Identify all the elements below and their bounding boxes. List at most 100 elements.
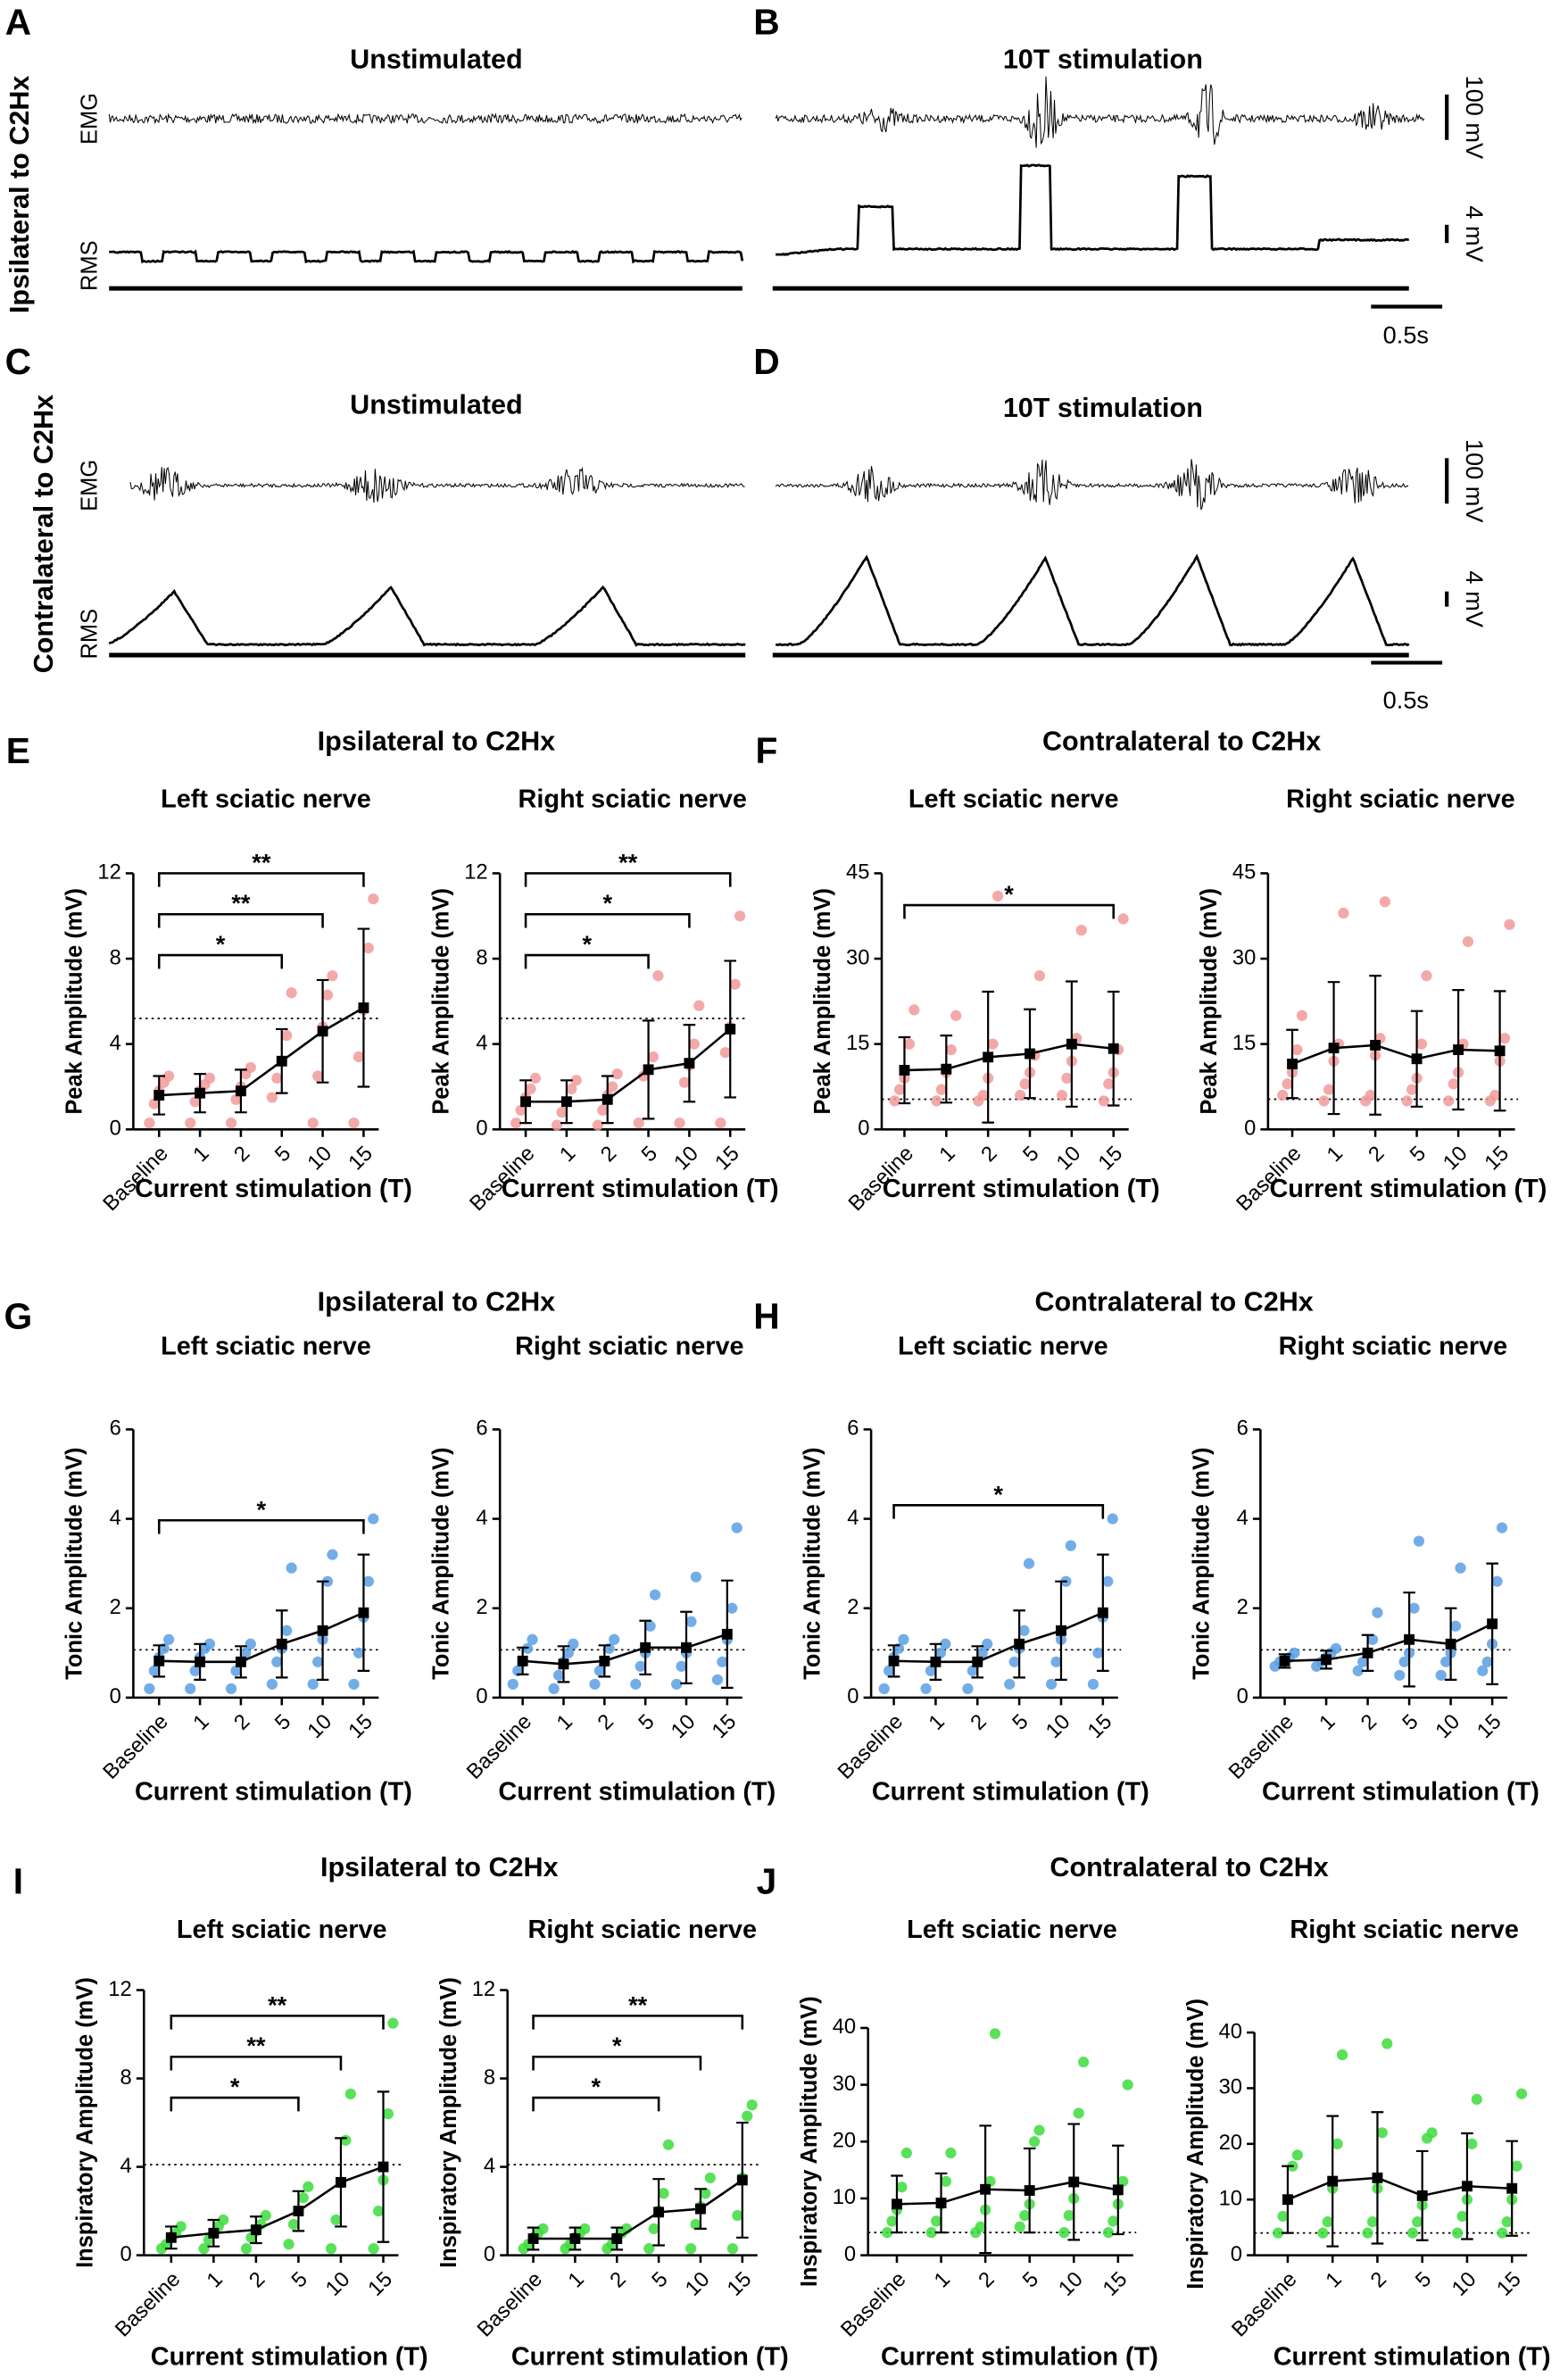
- y-tick-label: 6: [847, 1417, 859, 1441]
- data-point: [950, 1010, 962, 1021]
- data-point: [1065, 1540, 1076, 1551]
- significance-bracket: [524, 872, 732, 887]
- data-point: [589, 1678, 601, 1690]
- y-axis-label: Inspiratory Amplitude (mV): [72, 1977, 97, 2268]
- data-point: [1122, 2079, 1133, 2090]
- significance-label: **: [268, 1991, 287, 2018]
- data-point: [717, 1656, 728, 1667]
- data-point: [1322, 2216, 1333, 2228]
- y-tick-label: 4: [110, 1031, 121, 1055]
- data-point: [1412, 2216, 1423, 2228]
- x-axis-label: Current stimulation (T): [883, 1175, 1160, 1203]
- data-point: [931, 1095, 942, 1107]
- mean-marker: [153, 1090, 165, 1101]
- mean-line: [893, 1611, 1104, 1664]
- significance-label: *: [993, 1480, 1003, 1508]
- data-point: [1008, 1656, 1020, 1667]
- mean-line: [526, 1027, 732, 1103]
- data-point: [325, 2243, 337, 2255]
- panel-letter: F: [756, 730, 778, 771]
- data-point: [945, 1043, 957, 1056]
- data-point: [1296, 1010, 1308, 1021]
- mean-marker: [235, 1656, 246, 1667]
- significance-label: *: [592, 2073, 601, 2100]
- chart-subtitle: Left sciatic nerve: [908, 785, 1119, 814]
- data-point: [225, 1683, 237, 1694]
- y-axis-label: Inspiratory Amplitude (mV): [797, 1996, 822, 2287]
- data-point: [671, 1678, 683, 1690]
- data-point: [368, 2243, 379, 2255]
- data-point: [1050, 1656, 1062, 1667]
- mean-marker: [358, 1002, 369, 1013]
- data-point: [878, 1683, 890, 1694]
- mean-marker: [899, 1065, 910, 1076]
- mean-marker: [980, 2183, 991, 2195]
- y-tick-label: 0: [1237, 1684, 1249, 1708]
- mean-marker: [599, 1655, 610, 1666]
- data-point: [1277, 2210, 1289, 2223]
- y-axis-label: Peak Amplitude (mV): [428, 888, 453, 1115]
- data-point: [690, 1571, 701, 1583]
- data-point: [648, 2223, 660, 2235]
- mean-marker: [276, 1638, 287, 1650]
- data-point: [1498, 1033, 1511, 1044]
- mean-marker: [1461, 2181, 1473, 2192]
- data-point: [303, 2181, 314, 2192]
- y-tick-label: 4: [484, 2154, 495, 2178]
- y-tick-label: 6: [1237, 1417, 1249, 1441]
- chart-subtitle: Right sciatic nerve: [515, 1332, 743, 1360]
- panel-letter: H: [753, 1295, 779, 1336]
- data-point: [1394, 1669, 1406, 1681]
- data-point: [989, 2028, 1001, 2040]
- data-point: [1107, 1513, 1118, 1525]
- data-point: [1277, 1089, 1289, 1101]
- mean-marker: [1445, 1638, 1456, 1650]
- significance-bracket: [157, 1518, 365, 1534]
- data-point: [662, 2139, 675, 2150]
- data-point: [1098, 1095, 1109, 1107]
- significance-label: *: [602, 889, 612, 917]
- mean-marker: [681, 1641, 692, 1653]
- data-point: [271, 1656, 283, 1667]
- data-point: [731, 1522, 743, 1533]
- data-point: [1092, 1647, 1104, 1658]
- significance-label: *: [583, 930, 593, 958]
- y-tick-label: 0: [844, 2242, 856, 2266]
- data-point: [287, 2218, 300, 2231]
- y-tick-label: 4: [476, 1506, 487, 1530]
- y-axis-label: Tonic Amplitude (mV): [800, 1448, 825, 1680]
- mean-marker: [1014, 1638, 1025, 1650]
- data-point: [1063, 2209, 1074, 2222]
- y-tick-label: 0: [476, 1117, 487, 1141]
- trace-title: 10T stimulation: [1003, 393, 1203, 423]
- mean-marker: [611, 2233, 623, 2244]
- data-point: [297, 2192, 309, 2204]
- data-point: [312, 1656, 324, 1667]
- data-point: [189, 1665, 201, 1676]
- data-point: [327, 970, 338, 982]
- y-tick-label: 30: [846, 945, 869, 969]
- data-point: [281, 1625, 293, 1636]
- data-point: [286, 1562, 297, 1574]
- panel-letter: C: [5, 341, 31, 382]
- data-point: [266, 1678, 278, 1690]
- data-point: [991, 890, 1004, 902]
- y-axis-label: Peak Amplitude (mV): [62, 888, 87, 1115]
- data-point: [286, 987, 297, 999]
- mean-marker: [1108, 1043, 1119, 1054]
- data-point: [685, 1616, 697, 1627]
- significance-bracket: [524, 912, 691, 928]
- data-point: [527, 1633, 538, 1645]
- scale-label: 100 mV: [1461, 439, 1489, 523]
- group-title: Ipsilateral to C2Hx: [320, 1852, 559, 1882]
- mean-marker: [250, 2224, 261, 2236]
- y-tick-label: 15: [846, 1031, 869, 1055]
- data-point: [1014, 2221, 1025, 2232]
- mean-marker: [695, 2203, 706, 2215]
- data-point: [881, 2227, 893, 2239]
- data-point: [1379, 896, 1391, 908]
- group-title: Contralateral to C2Hx: [1042, 726, 1321, 756]
- mean-line: [1287, 2176, 1513, 2201]
- mean-line: [170, 2165, 384, 2240]
